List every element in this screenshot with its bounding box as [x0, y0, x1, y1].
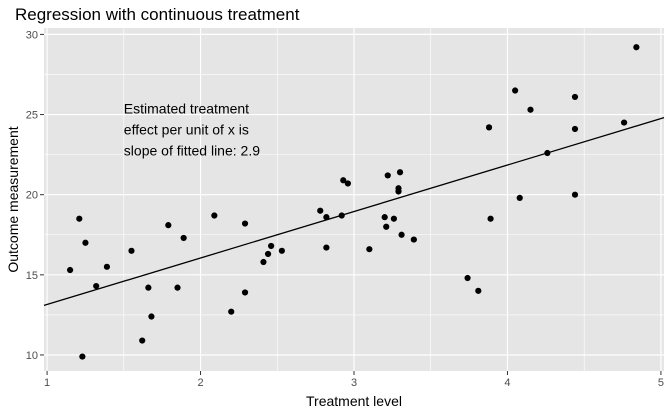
data-point — [396, 169, 404, 176]
data-point — [527, 106, 534, 113]
x-axis: 1 2 3 4 5 — [44, 371, 664, 389]
data-point — [571, 125, 579, 133]
fitted-line — [43, 117, 665, 307]
data-point — [228, 308, 235, 315]
annotation-line: slope of fitted line: 2.9 — [124, 143, 260, 159]
data-point — [82, 239, 89, 246]
data-point — [268, 242, 275, 250]
y-tick-label: 30 — [26, 29, 38, 41]
data-point — [344, 180, 351, 187]
annotation-line: Estimated treatment — [124, 101, 249, 117]
y-tick-label: 25 — [26, 110, 38, 122]
data-point — [241, 289, 249, 296]
data-point — [66, 266, 74, 274]
annotation-line: effect per unit of x is — [124, 122, 249, 138]
y-axis: 10 15 20 25 30 — [26, 29, 44, 362]
data-point — [633, 44, 640, 51]
data-point — [620, 119, 628, 126]
data-point — [76, 215, 83, 222]
data-point — [241, 220, 249, 227]
data-point — [366, 246, 373, 253]
data-point — [475, 287, 482, 294]
data-point — [384, 172, 391, 179]
data-point — [264, 250, 272, 258]
chart-title: Regression with continuous treatment — [15, 5, 300, 24]
data-point — [395, 185, 402, 192]
annotation: Estimated treatment effect per unit of x … — [124, 101, 260, 159]
data-points — [66, 44, 640, 360]
data-point — [512, 87, 519, 94]
data-point — [145, 284, 152, 291]
data-point — [340, 177, 347, 184]
data-point — [79, 353, 86, 360]
data-point — [211, 212, 218, 219]
data-point — [381, 214, 388, 221]
data-point — [487, 215, 494, 222]
data-point — [148, 313, 155, 320]
data-point — [410, 236, 417, 243]
data-point — [93, 282, 100, 290]
data-point — [398, 231, 405, 238]
data-point — [516, 194, 523, 201]
data-point — [278, 247, 285, 254]
y-tick-label: 20 — [26, 190, 38, 202]
data-point — [390, 215, 398, 222]
major-gridlines — [44, 28, 664, 371]
y-tick-label: 15 — [26, 270, 38, 282]
x-tick-label: 1 — [44, 377, 50, 389]
data-point — [571, 93, 579, 101]
y-axis-title: Outcome measurement — [5, 126, 21, 272]
data-point — [180, 234, 187, 242]
data-point — [103, 263, 111, 270]
data-point — [174, 284, 181, 291]
data-point — [165, 222, 172, 229]
data-point — [323, 214, 330, 221]
x-tick-label: 2 — [197, 377, 203, 389]
fitted-line-layer — [43, 117, 665, 307]
x-tick-label: 3 — [351, 377, 357, 389]
data-point — [260, 258, 267, 266]
data-point — [383, 223, 390, 230]
x-tick-label: 5 — [658, 377, 664, 389]
x-axis-title: Treatment level — [306, 393, 402, 409]
data-point — [571, 191, 579, 198]
data-point — [464, 274, 471, 282]
data-point — [128, 247, 135, 254]
data-point — [485, 124, 493, 131]
data-point — [317, 207, 324, 214]
y-tick-label: 10 — [26, 350, 38, 362]
data-point — [139, 337, 146, 344]
x-tick-label: 4 — [504, 377, 510, 389]
data-point — [323, 244, 330, 251]
